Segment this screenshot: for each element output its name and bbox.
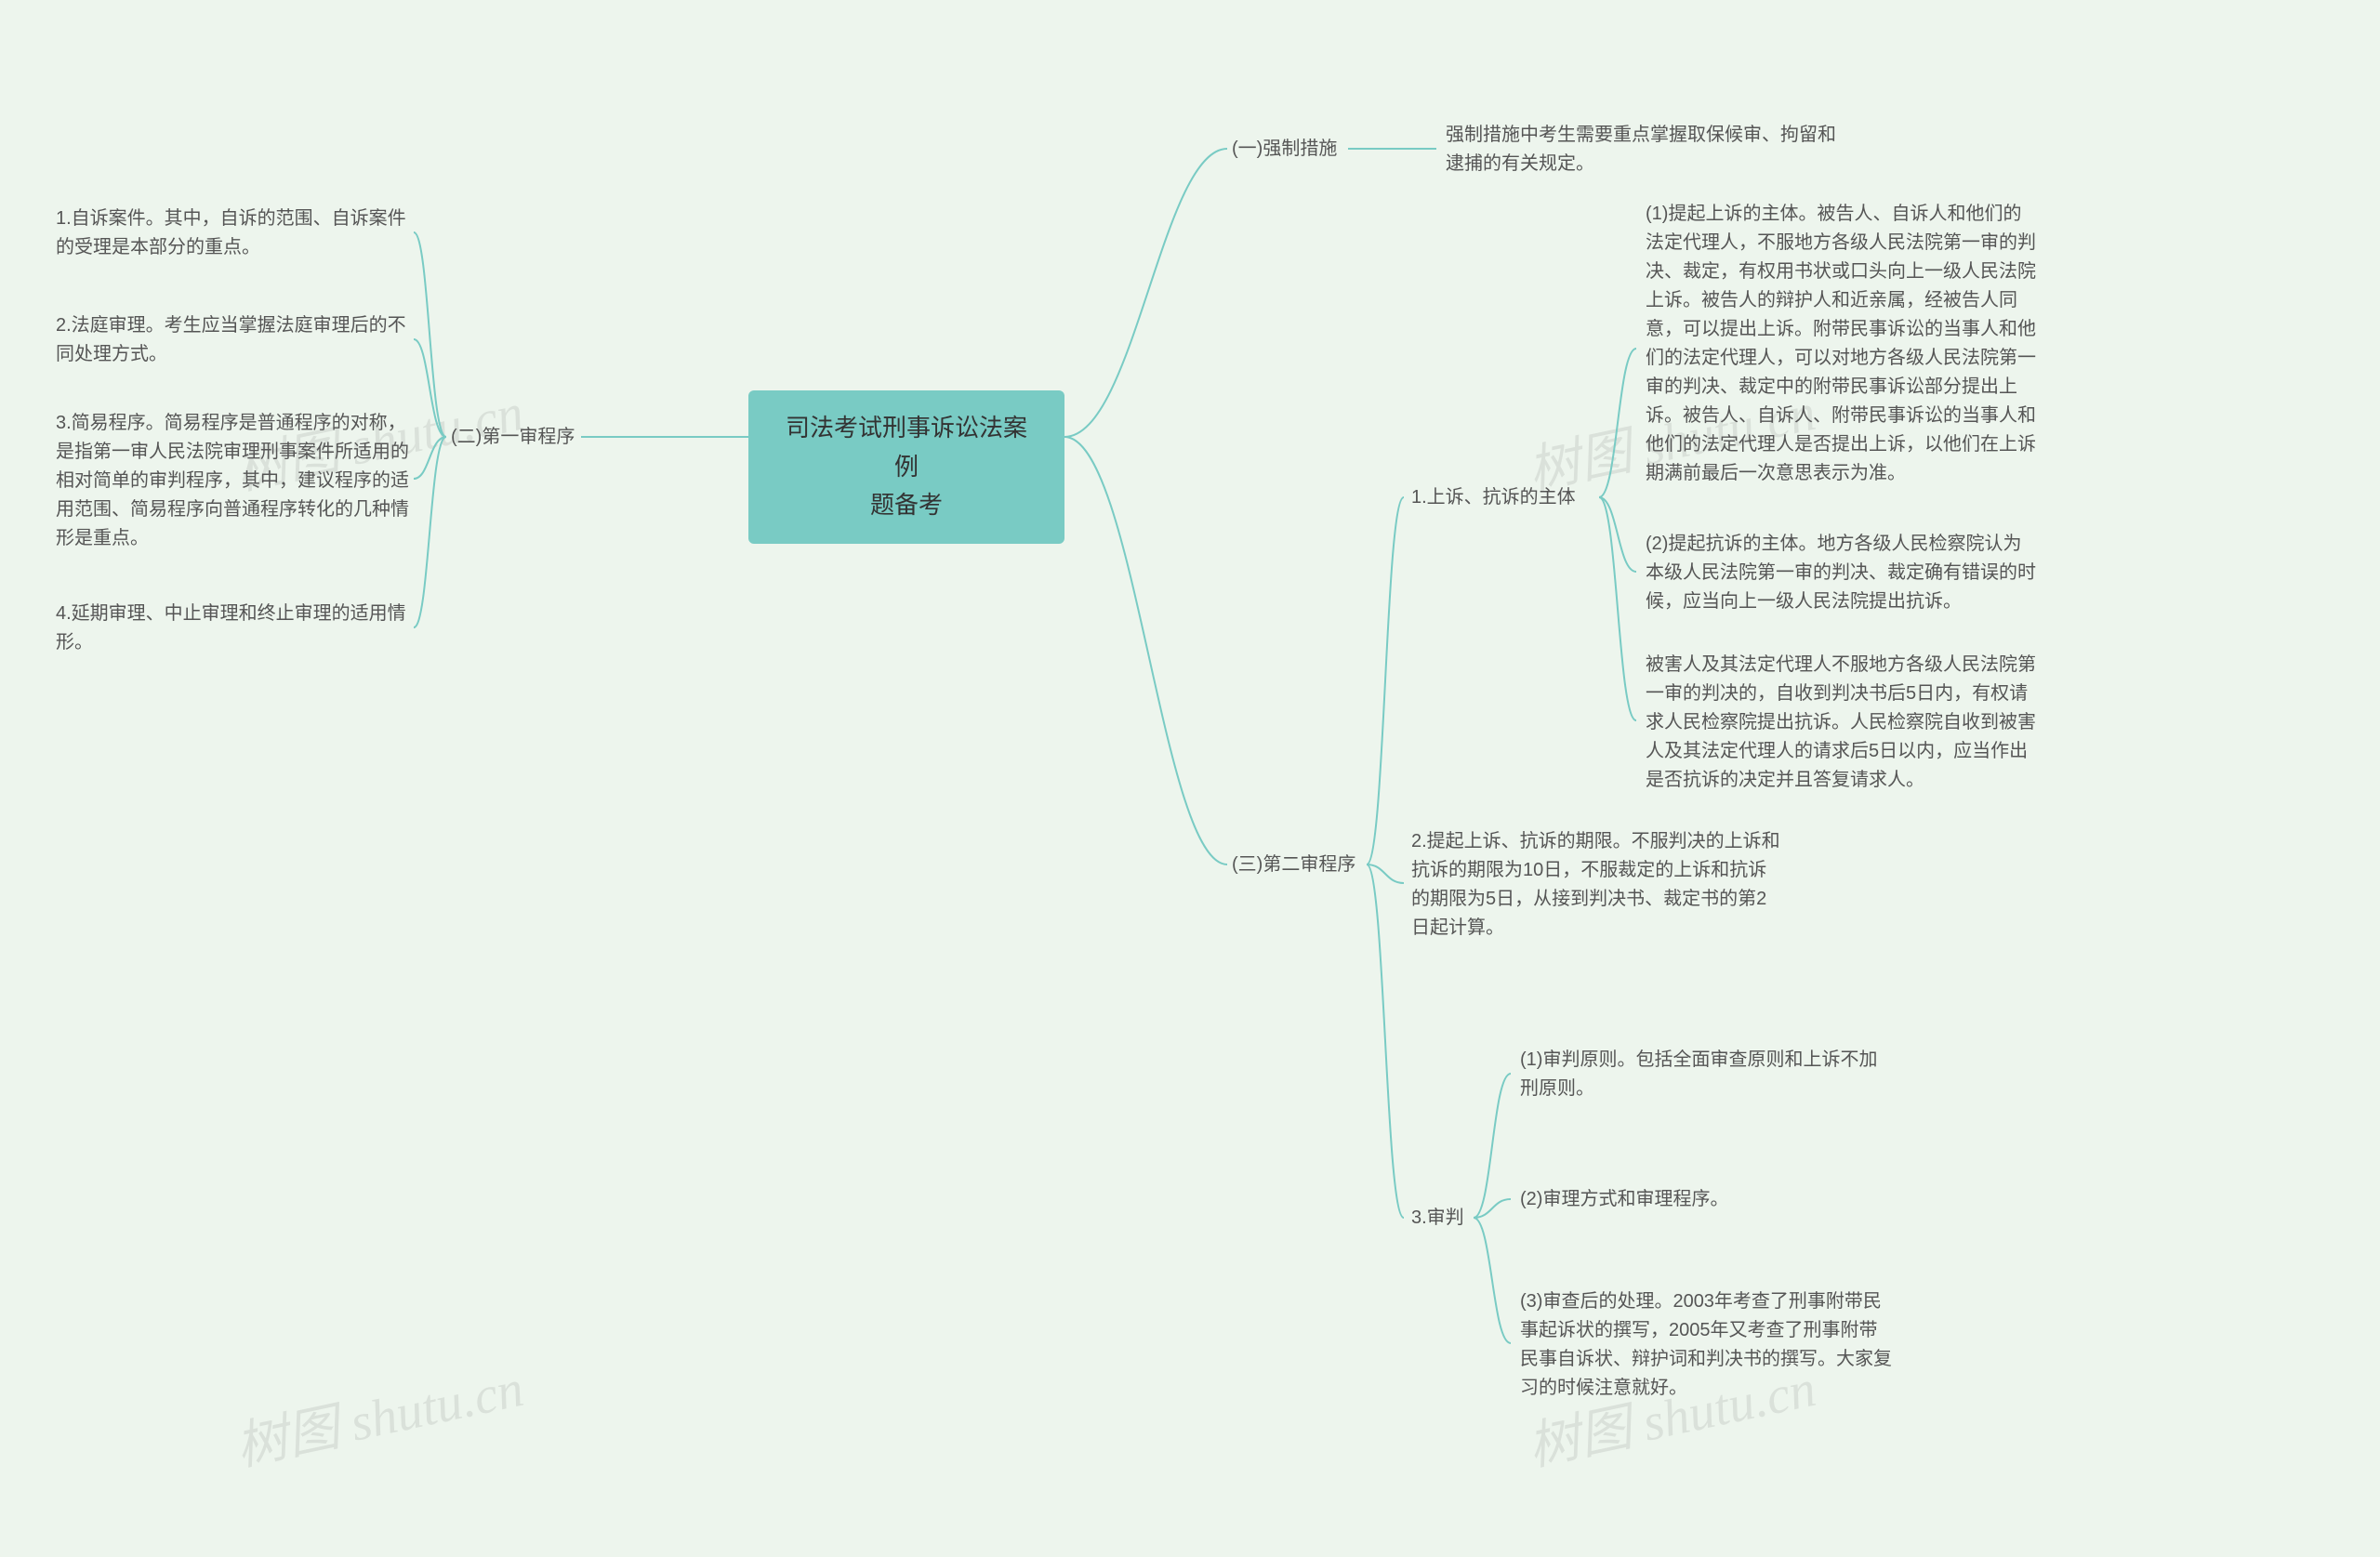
- branch-1-label: (一)强制措施: [1232, 135, 1337, 164]
- branch-3-sub3-item-3: (3)审查后的处理。2003年考查了刑事附带民事起诉状的撰写，2005年又考查了…: [1520, 1287, 1892, 1403]
- branch-3-sub3-item-1: (1)审判原则。包括全面审查原则和上诉不加刑原则。: [1520, 1046, 1892, 1103]
- root-node: 司法考试刑事诉讼法案例 题备考: [748, 390, 1064, 544]
- branch-3-sub1-item-3: 被害人及其法定代理人不服地方各级人民法院第一审的判决的，自收到判决书后5日内，有…: [1646, 651, 2036, 795]
- branch-3-sub1-item-2: (2)提起抗诉的主体。地方各级人民检察院认为本级人民法院第一审的判决、裁定确有错…: [1646, 530, 2036, 616]
- root-line1: 司法考试刑事诉讼法案例: [774, 409, 1038, 486]
- branch-2-label: (二)第一审程序: [451, 423, 575, 452]
- branch-1-detail: 强制措施中考生需要重点掌握取保候审、拘留和逮捕的有关规定。: [1446, 121, 1836, 178]
- watermark: 树图 shutu.cn: [228, 1346, 529, 1481]
- mindmap-canvas: 树图 shutu.cn 树图 shutu.cn 树图 shutu.cn 树图 s…: [0, 0, 2380, 1557]
- branch-2-item-3: 3.简易程序。简易程序是普通程序的对称，是指第一审人民法院审理刑事案件所适用的相…: [56, 409, 414, 553]
- branch-3-sub1-label: 1.上诉、抗诉的主体: [1411, 483, 1597, 512]
- branch-3-sub3-item-2: (2)审理方式和审理程序。: [1520, 1185, 1892, 1214]
- branch-3-label: (三)第二审程序: [1232, 851, 1355, 879]
- branch-3-sub2: 2.提起上诉、抗诉的期限。不服判决的上诉和抗诉的期限为10日，不服裁定的上诉和抗…: [1411, 827, 1783, 943]
- branch-2-item-4: 4.延期审理、中止审理和终止审理的适用情形。: [56, 600, 414, 657]
- branch-2-item-2: 2.法庭审理。考生应当掌握法庭审理后的不同处理方式。: [56, 311, 414, 369]
- branch-3-sub1-item-1: (1)提起上诉的主体。被告人、自诉人和他们的法定代理人，不服地方各级人民法院第一…: [1646, 200, 2036, 488]
- branch-2-item-1: 1.自诉案件。其中，自诉的范围、自诉案件的受理是本部分的重点。: [56, 205, 414, 262]
- branch-3-sub3-label: 3.审判: [1411, 1204, 1476, 1233]
- root-line2: 题备考: [774, 486, 1038, 525]
